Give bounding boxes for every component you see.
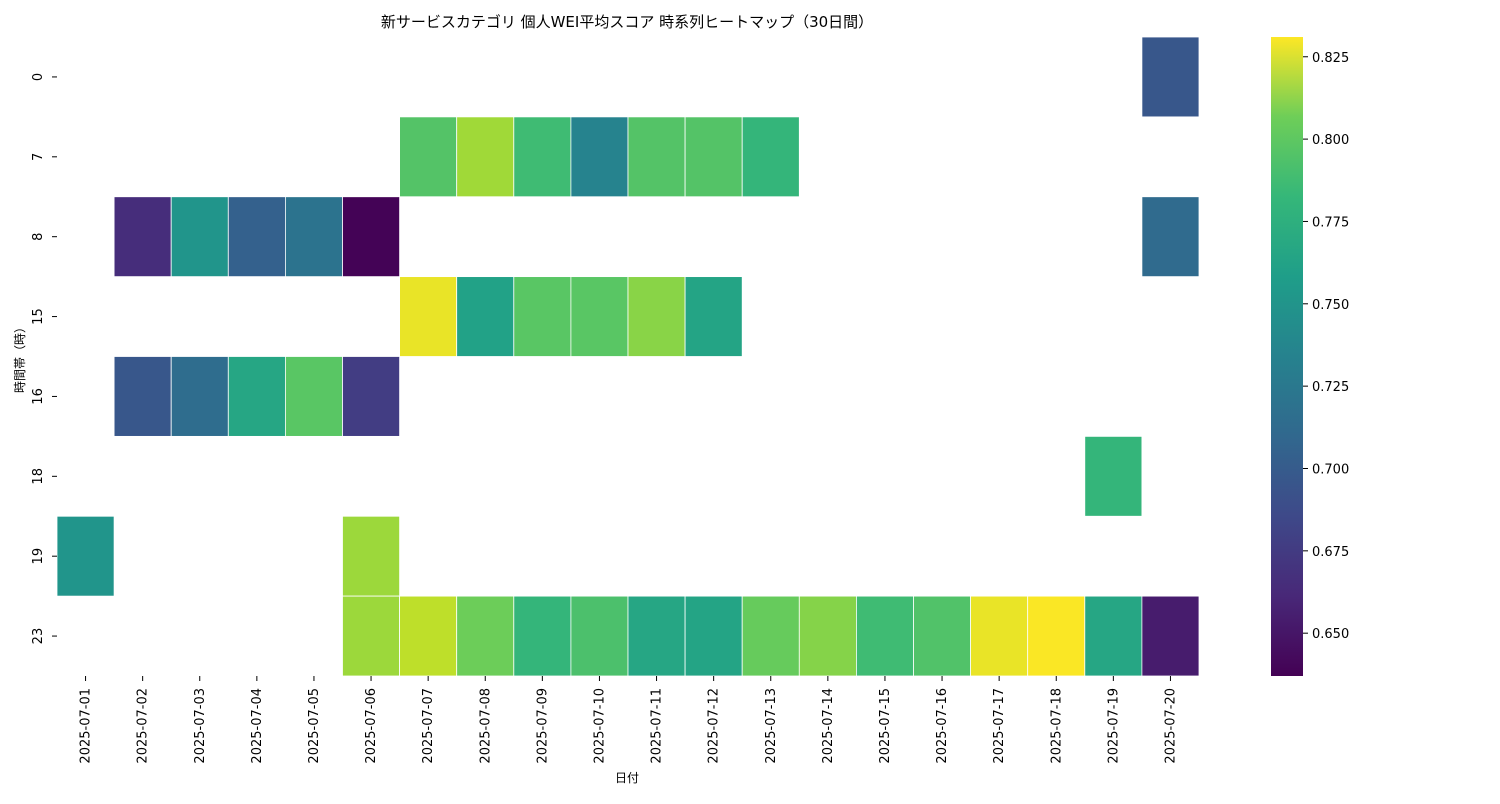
x-tick-label: 2025-07-14 <box>821 688 836 764</box>
y-tick-label: 19 <box>31 548 46 565</box>
x-tick-label: 2025-07-16 <box>935 688 950 764</box>
x-tick-label: 2025-07-20 <box>1163 688 1178 764</box>
x-tick-label: 2025-07-17 <box>992 688 1007 764</box>
colorbar-tick-label: 0.775 <box>1312 215 1349 230</box>
x-tick-label: 2025-07-18 <box>1049 688 1064 764</box>
y-tick-label: 0 <box>31 73 46 81</box>
heatmap-cell <box>513 595 572 677</box>
heatmap-cell <box>856 595 914 677</box>
heatmap-cell <box>684 116 743 198</box>
heatmap-cell <box>913 595 971 677</box>
heatmap-cell <box>342 196 400 278</box>
heatmap-cell <box>627 595 686 677</box>
heatmap-cell <box>456 116 515 198</box>
heatmap-cell <box>1084 595 1143 677</box>
x-tick-label: 2025-07-07 <box>421 688 436 764</box>
heatmap-cell <box>627 116 686 198</box>
heatmap-cell <box>342 515 400 597</box>
y-tick-label: 23 <box>31 628 46 645</box>
heatmap-cell <box>399 276 458 357</box>
x-tick-label: 2025-07-10 <box>592 688 607 764</box>
heatmap-cell <box>741 595 800 677</box>
colorbar-gradient <box>1271 37 1303 676</box>
y-axis-label: 時間帯（時） <box>13 321 27 393</box>
heatmap-cell <box>227 356 286 437</box>
heatmap-cell <box>513 276 572 357</box>
heatmap-cell <box>56 515 115 597</box>
x-tick-label: 2025-07-09 <box>535 688 550 764</box>
heatmap-cell <box>227 196 286 278</box>
colorbar-tick-label: 0.675 <box>1312 545 1349 560</box>
x-tick-label: 2025-07-19 <box>1106 688 1121 764</box>
heatmap-cell <box>342 356 400 437</box>
y-tick-label: 18 <box>31 468 46 485</box>
colorbar-tick-label: 0.725 <box>1312 380 1349 395</box>
x-tick-label: 2025-07-15 <box>878 688 893 764</box>
heatmap-cell <box>113 356 172 437</box>
heatmap-cell <box>456 595 515 677</box>
heatmap-cell <box>399 116 458 198</box>
heatmap-cell <box>1141 595 1200 677</box>
heatmap-cell <box>284 196 343 278</box>
heatmap-cell <box>684 595 743 677</box>
heatmap-cell <box>513 116 572 198</box>
colorbar: 0.650 0.675 0.700 0.725 0.750 0.775 0.800 0.825 <box>1271 37 1349 676</box>
colorbar-tick-label: 0.700 <box>1312 462 1349 477</box>
colorbar-tick-label: 0.750 <box>1312 298 1349 313</box>
x-tick-label: 2025-07-05 <box>307 688 322 764</box>
x-tick-label: 2025-07-04 <box>250 688 265 764</box>
heatmap-cell <box>570 595 629 677</box>
y-tick-label: 8 <box>31 233 46 241</box>
y-axis: 0 7 8 15 16 18 19 23 <box>31 73 57 645</box>
heatmap-cell <box>1141 36 1200 118</box>
x-tick-label: 2025-07-11 <box>650 688 665 764</box>
x-axis-label: 日付 <box>615 771 639 785</box>
heatmap-cell <box>456 276 515 357</box>
heatmap-cell <box>170 356 229 437</box>
y-tick-label: 7 <box>31 153 46 161</box>
heatmap-cell <box>741 116 800 198</box>
x-tick-label: 2025-07-03 <box>193 688 208 764</box>
x-tick-label: 2025-07-12 <box>707 688 722 764</box>
y-tick-label: 15 <box>31 308 46 325</box>
heatmap-cell <box>342 595 400 677</box>
heatmap-cells <box>56 36 1200 677</box>
chart-title: 新サービスカテゴリ 個人WEI平均スコア 時系列ヒートマップ（30日間） <box>381 13 873 31</box>
colorbar-tick-label: 0.825 <box>1312 51 1349 66</box>
colorbar-tick-label: 0.650 <box>1312 627 1349 642</box>
heatmap-cell <box>399 595 458 677</box>
heatmap-cell <box>1141 196 1200 278</box>
heatmap-cell <box>684 276 743 357</box>
heatmap-cell <box>970 595 1029 677</box>
heatmap-cell <box>1027 595 1086 677</box>
y-tick-label: 16 <box>31 388 46 405</box>
heatmap-cell <box>627 276 686 357</box>
heatmap-cell <box>170 196 229 278</box>
x-tick-label: 2025-07-08 <box>478 688 493 764</box>
x-tick-label: 2025-07-01 <box>79 688 94 764</box>
colorbar-tick-label: 0.800 <box>1312 133 1349 148</box>
heatmap-cell <box>570 276 629 357</box>
heatmap-cell <box>798 595 857 677</box>
heatmap-cell <box>113 196 172 278</box>
heatmap-cell <box>284 356 343 437</box>
x-tick-label: 2025-07-06 <box>364 688 379 764</box>
heatmap-cell <box>1084 435 1143 517</box>
heatmap-cell <box>570 116 629 198</box>
x-axis: 2025-07-01 2025-07-02 2025-07-03 2025-07-04… <box>79 676 1178 764</box>
x-tick-label: 2025-07-02 <box>136 688 151 764</box>
x-tick-label: 2025-07-13 <box>764 688 779 764</box>
